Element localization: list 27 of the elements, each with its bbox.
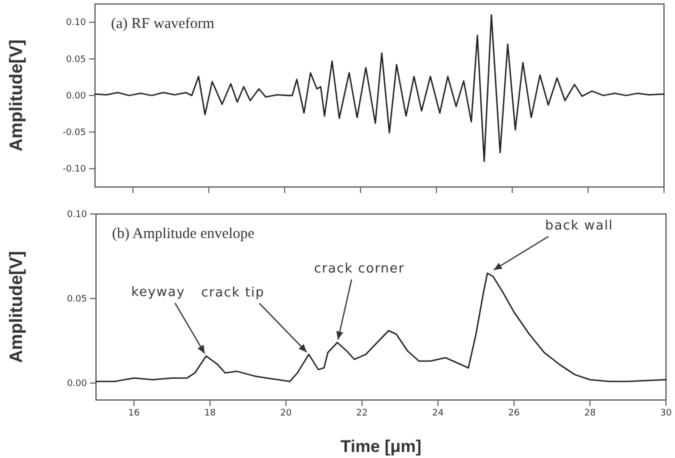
x-tick-label: 26 — [508, 408, 520, 418]
text: (b) Amplitude envelope — [112, 226, 255, 242]
line-series — [95, 272, 667, 382]
y-axis-title: Amplitude[V] — [6, 251, 26, 363]
y-tick-label: 0.05 — [66, 54, 86, 65]
x-tick-label: 30 — [660, 408, 672, 418]
y-tick-label: -0.05 — [62, 128, 86, 138]
y-tick-label: 0.00 — [66, 378, 88, 389]
line-series — [94, 14, 665, 162]
text: (a) RF waveform — [111, 16, 215, 32]
x-tick-label: 22 — [356, 408, 368, 418]
x-tick-label: 16 — [128, 408, 140, 418]
x-tick-label: 20 — [280, 408, 292, 418]
y-axis-title: Amplitude[V] — [6, 40, 26, 152]
x-tick-label: 24 — [432, 408, 444, 418]
y-tick-label: -0.10 — [62, 164, 86, 175]
annotation: crack tip — [201, 285, 265, 300]
y-tick-label: 0.10 — [66, 18, 86, 28]
y-tick-label: 0.00 — [66, 91, 86, 102]
annotation: back wall — [545, 218, 614, 234]
annotation: keyway — [131, 285, 186, 300]
annotation: crack corner — [314, 262, 405, 277]
x-tick-label: 18 — [204, 408, 216, 418]
x-tick-label: 28 — [584, 408, 596, 418]
x-axis-title: Time [μm] — [340, 437, 422, 456]
y-tick-label: 0.05 — [66, 294, 87, 304]
y-tick-label: 0.10 — [66, 210, 88, 220]
